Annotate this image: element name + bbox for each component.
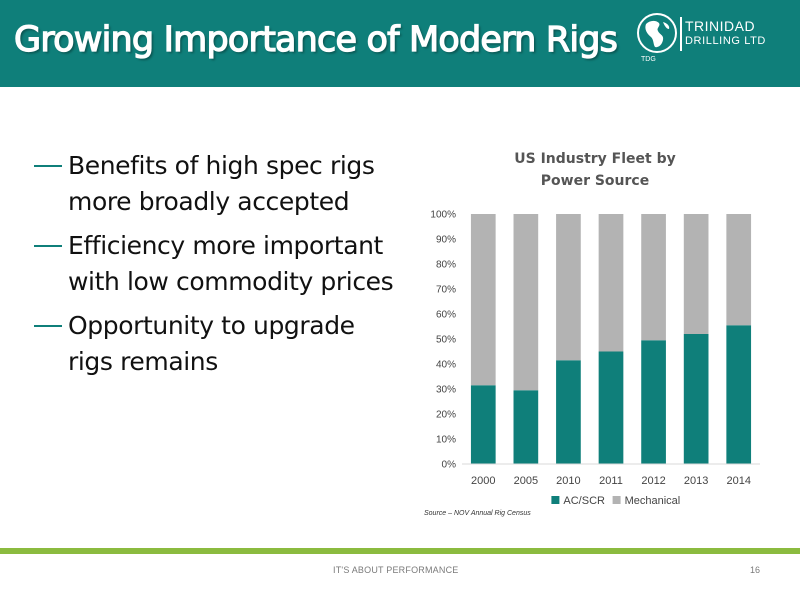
page-number: 16 xyxy=(750,565,761,575)
y-tick-label: 100% xyxy=(430,210,456,221)
bullet-dash xyxy=(34,325,62,327)
slide-title: Growing Importance of Modern Rigs xyxy=(13,19,618,60)
legend-swatch xyxy=(551,496,560,504)
globe-icon xyxy=(637,13,677,53)
footer-rule xyxy=(0,548,800,554)
y-tick-label: 60% xyxy=(436,310,456,321)
legend-swatch xyxy=(612,496,621,504)
bar-ac-scr-2005 xyxy=(513,390,539,464)
y-tick-label: 70% xyxy=(436,285,456,296)
y-tick-label: 90% xyxy=(436,235,456,246)
y-tick-label: 30% xyxy=(436,385,456,396)
bar-mechanical-2012 xyxy=(641,214,666,341)
company-logo: TRINIDAD DRILLING LTD TDG xyxy=(636,12,796,72)
bullet-dash xyxy=(34,245,62,247)
y-tick-label: 40% xyxy=(436,360,456,371)
bar-mechanical-2005 xyxy=(513,214,539,391)
x-tick-label: 2005 xyxy=(514,475,538,487)
y-tick-label: 0% xyxy=(442,460,457,471)
x-tick-label: 2010 xyxy=(556,475,580,487)
footer-tagline: IT'S ABOUT PERFORMANCE xyxy=(333,565,459,575)
source-note: Source – NOV Annual Rig Census xyxy=(424,510,531,517)
bar-mechanical-2011 xyxy=(598,214,624,352)
legend-label: Mechanical xyxy=(625,495,681,507)
y-tick-label: 10% xyxy=(436,435,456,446)
bar-mechanical-2014 xyxy=(726,214,752,326)
fleet-power-source-chart: 0% 10% 20% 30% 40% 50% 60% 70% 80% 90% 100% 2000 200… xyxy=(420,148,770,523)
bullet-dash xyxy=(34,165,62,167)
title-bar: Growing Importance of Modern Rigs TRINID… xyxy=(0,0,800,87)
bullet-list: Benefits of high spec rigs more broadly … xyxy=(34,148,406,388)
bar-ac-scr-2012 xyxy=(641,340,666,464)
y-tick-label: 20% xyxy=(436,410,456,421)
y-tick-label: 50% xyxy=(436,335,456,346)
bullet-text: Opportunity to upgrade rigs remains xyxy=(68,311,355,376)
chart-title-line: US Industry Fleet by xyxy=(514,151,676,167)
logo-divider xyxy=(680,17,682,51)
x-tick-label: 2014 xyxy=(726,475,750,487)
chart-title: US Industry Fleet by Power Source xyxy=(420,148,770,192)
bar-ac-scr-2000 xyxy=(470,385,496,464)
bullet-text: Efficiency more important with low commo… xyxy=(68,231,394,296)
chart-title-line: Power Source xyxy=(540,173,650,189)
x-tick-label: 2000 xyxy=(471,475,495,487)
logo-wordmark-line2: DRILLING LTD xyxy=(685,35,766,47)
x-tick-label: 2013 xyxy=(684,475,708,487)
bar-ac-scr-2013 xyxy=(683,334,709,464)
bullet-item: Efficiency more important with low commo… xyxy=(34,228,406,300)
bar-mechanical-2013 xyxy=(683,214,709,334)
bar-ac-scr-2010 xyxy=(556,360,581,464)
y-tick-label: 80% xyxy=(436,260,456,271)
bullet-item: Benefits of high spec rigs more broadly … xyxy=(34,148,406,220)
bar-mechanical-2000 xyxy=(470,214,496,386)
x-tick-label: 2012 xyxy=(641,475,665,487)
x-tick-label: 2011 xyxy=(599,475,623,487)
bullet-item: Opportunity to upgrade rigs remains xyxy=(34,308,406,380)
bar-ac-scr-2011 xyxy=(598,351,624,464)
bar-ac-scr-2014 xyxy=(726,325,752,464)
logo-wordmark-line1: TRINIDAD xyxy=(685,18,756,34)
chart-canvas: 0% 10% 20% 30% 40% 50% 60% 70% 80% 90% 100% 2000 200… xyxy=(430,210,760,507)
bar-mechanical-2010 xyxy=(556,214,581,361)
legend-label: AC/SCR xyxy=(563,495,605,507)
bullet-text: Benefits of high spec rigs more broadly … xyxy=(68,151,375,216)
logo-abbreviation: TDG xyxy=(641,56,656,63)
